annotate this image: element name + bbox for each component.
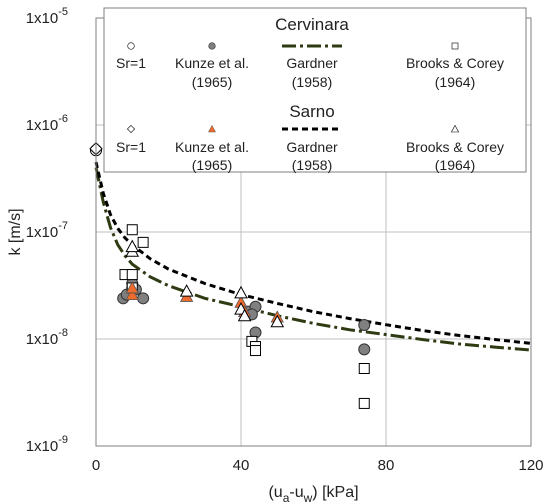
legend-label: Sr=1: [116, 55, 146, 71]
legend-label: (1964): [435, 74, 475, 90]
y-tick-label: 1x10-8: [26, 327, 68, 348]
legend: Cervinara Sr=1 Kunze et al. (1965) Gardner (1…: [103, 7, 527, 173]
legend-label: Brooks & Corey: [406, 139, 504, 155]
x-tick-label: 120: [518, 457, 543, 474]
cerv_kunze-point: [358, 319, 371, 332]
legend-label: Gardner: [286, 55, 338, 71]
sarno_kunze-point: [125, 287, 139, 300]
y-tick-label: 1x10-5: [26, 6, 68, 27]
x-tick-label: 40: [233, 457, 250, 474]
sarno_brooks-point: [234, 285, 248, 299]
sarno_kunze-point: [125, 281, 139, 294]
legend-marker-symbol: [450, 124, 460, 133]
legend-marker-symbol: [451, 42, 459, 50]
y-tick-label: 1x10-6: [26, 113, 68, 134]
legend-label: (1965): [192, 74, 232, 90]
cerv_gardner-curve: [94, 167, 532, 352]
legend-label: Kunze et al.: [175, 139, 249, 155]
y-axis-label: k [m/s]: [7, 208, 24, 255]
legend-marker-symbol: [208, 42, 216, 50]
sarno_brooks-point: [270, 314, 285, 328]
legend-label: (1965): [192, 157, 232, 173]
cerv_brooks-point: [358, 363, 370, 375]
legend-label: (1964): [435, 157, 475, 173]
legend-label: Brooks & Corey: [406, 55, 504, 71]
cerv_brooks-point: [358, 397, 370, 409]
x-tick-label: 80: [378, 457, 395, 474]
plot-area: [89, 142, 532, 409]
legend-group-title: Sarno: [289, 102, 334, 121]
cerv_brooks-point: [137, 236, 149, 248]
cerv_kunze-point: [137, 292, 150, 305]
sarno_brooks-point: [179, 284, 194, 297]
legend-label: (1958): [292, 157, 332, 173]
legend-label: Sr=1: [116, 139, 146, 155]
x-tick-label: 0: [92, 457, 100, 474]
cerv_kunze-point: [358, 343, 371, 356]
legend-box: [103, 7, 527, 173]
sarno_brooks-point: [125, 239, 140, 253]
cerv_brooks-point: [126, 269, 138, 281]
y-tick-label: 1x10-9: [26, 434, 68, 455]
legend-group-title: Cervinara: [275, 15, 349, 34]
sarno_brooks-point: [237, 308, 252, 322]
sarno_gardner-curve: [94, 161, 532, 345]
legend-marker-symbol: [207, 124, 217, 133]
legend-marker-symbol: [127, 42, 135, 50]
cerv_brooks-point: [126, 224, 138, 236]
legend-label: Gardner: [286, 139, 338, 155]
legend-label: Kunze et al.: [175, 55, 249, 71]
legend-label: (1958): [292, 74, 332, 90]
cerv_brooks-point: [250, 345, 261, 357]
x-axis-label: (ua-uw) [kPa]: [268, 484, 358, 504]
legend-marker-symbol: [126, 124, 136, 134]
y-tick-label: 1x10-7: [26, 220, 68, 241]
